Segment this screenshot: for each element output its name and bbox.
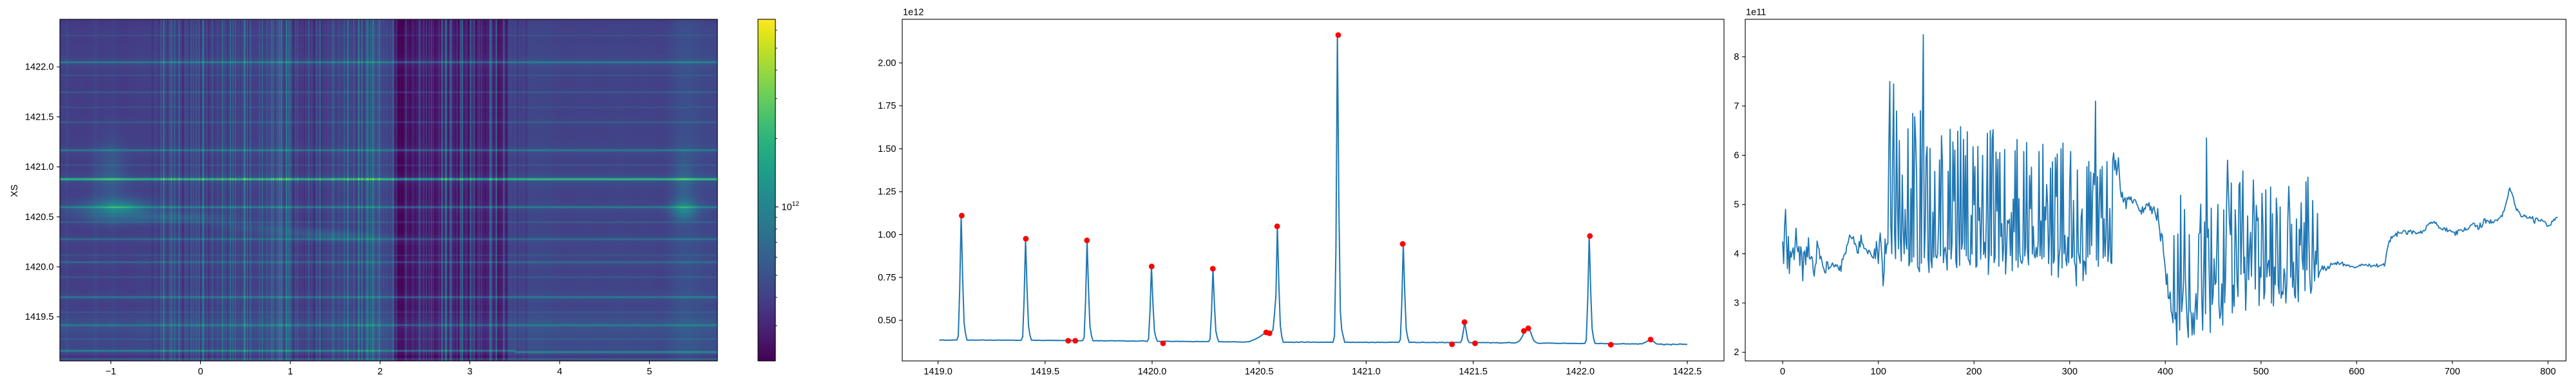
svg-text:500: 500 [2253, 367, 2269, 377]
svg-text:0.75: 0.75 [878, 273, 896, 283]
svg-text:4: 4 [1734, 249, 1739, 259]
svg-text:1419.5: 1419.5 [25, 312, 54, 322]
svg-text:700: 700 [2445, 367, 2460, 377]
svg-text:6: 6 [1734, 151, 1739, 161]
svg-text:3: 3 [1734, 299, 1739, 309]
svg-text:1e11: 1e11 [1746, 8, 1766, 18]
svg-text:1421.0: 1421.0 [1352, 367, 1381, 377]
svg-text:8: 8 [1734, 52, 1739, 62]
svg-text:200: 200 [1966, 367, 1982, 377]
svg-text:600: 600 [2349, 367, 2364, 377]
svg-text:1422.0: 1422.0 [25, 62, 54, 73]
svg-text:100: 100 [1871, 367, 1886, 377]
svg-text:0: 0 [198, 367, 203, 377]
svg-text:1.25: 1.25 [878, 187, 896, 198]
svg-text:2: 2 [1734, 347, 1739, 358]
svg-text:0.50: 0.50 [878, 316, 896, 326]
svg-text:5: 5 [647, 367, 652, 377]
svg-text:800: 800 [2540, 367, 2555, 377]
svg-text:300: 300 [2062, 367, 2078, 377]
svg-text:1420.0: 1420.0 [25, 262, 54, 273]
svg-text:2: 2 [377, 367, 383, 377]
svg-text:1.75: 1.75 [878, 101, 896, 111]
svg-text:1: 1 [288, 367, 293, 377]
svg-text:1421.5: 1421.5 [25, 112, 54, 122]
svg-text:−1: −1 [106, 367, 117, 377]
svg-text:7: 7 [1734, 102, 1739, 112]
svg-text:5: 5 [1734, 200, 1739, 210]
svg-text:2.00: 2.00 [878, 59, 896, 69]
svg-text:1419.0: 1419.0 [923, 367, 952, 377]
svg-text:0: 0 [1780, 367, 1785, 377]
svg-text:1420.5: 1420.5 [25, 212, 54, 223]
svg-text:1422.0: 1422.0 [1566, 367, 1595, 377]
svg-text:3: 3 [468, 367, 473, 377]
svg-text:4: 4 [557, 367, 562, 377]
svg-text:1421.0: 1421.0 [25, 162, 54, 172]
svg-text:1422.5: 1422.5 [1673, 367, 1702, 377]
svg-text:1419.5: 1419.5 [1030, 367, 1059, 377]
svg-text:1420.5: 1420.5 [1245, 367, 1274, 377]
svg-text:1420.0: 1420.0 [1138, 367, 1167, 377]
svg-text:400: 400 [2157, 367, 2173, 377]
svg-text:1012: 1012 [782, 201, 800, 213]
svg-text:1.00: 1.00 [878, 230, 896, 240]
svg-text:1e12: 1e12 [903, 8, 923, 18]
svg-text:1421.5: 1421.5 [1459, 367, 1488, 377]
svg-text:1.50: 1.50 [878, 144, 896, 154]
svg-text:XS: XS [10, 185, 20, 198]
